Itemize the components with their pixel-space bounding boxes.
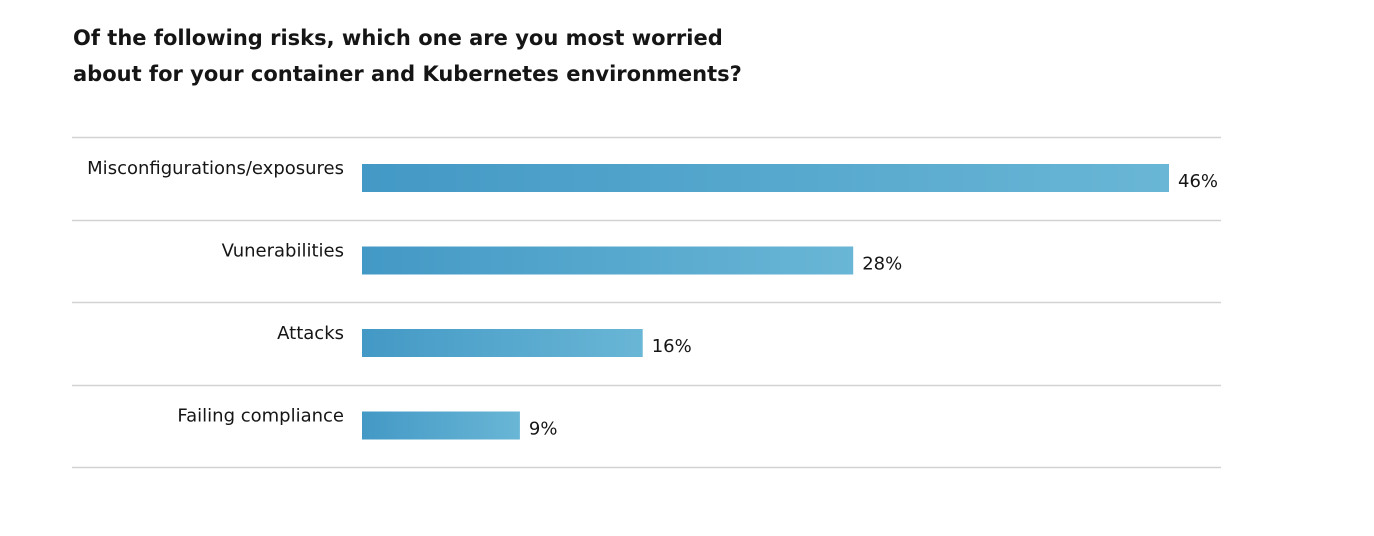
bar	[362, 164, 1169, 192]
bar	[362, 329, 643, 357]
chart-title: Of the following risks, which one are yo…	[73, 26, 742, 86]
category-label: Failing compliance	[177, 406, 344, 427]
row-dividers	[72, 136, 1221, 469]
category-label: Attacks	[277, 323, 344, 344]
value-label: 28%	[862, 254, 902, 275]
bar	[362, 411, 520, 440]
value-label: 9%	[529, 419, 558, 440]
value-label: 16%	[652, 336, 692, 357]
category-label: Misconfigurations/exposures	[87, 158, 344, 179]
bar	[362, 246, 854, 275]
value-label: 46%	[1178, 171, 1218, 192]
chart-rows: Misconfigurations/exposures 46% Vunerabili…	[87, 158, 1218, 440]
category-label: Vunerabilities	[222, 241, 344, 262]
